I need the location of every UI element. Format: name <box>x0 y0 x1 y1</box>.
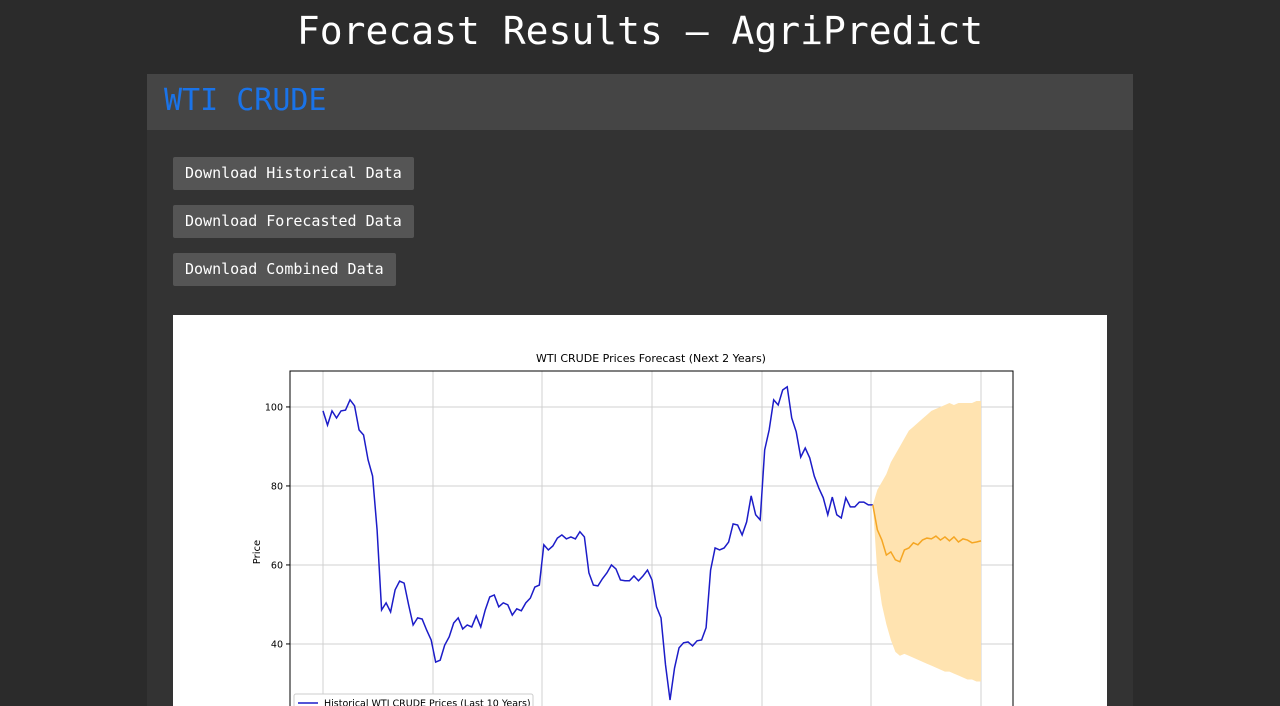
result-card: WTI CRUDE Download Historical Data Downl… <box>147 74 1133 706</box>
series-line <box>872 504 982 563</box>
y-tick-label: 40 <box>271 639 283 650</box>
download-button[interactable]: Download Historical Data <box>173 157 414 190</box>
page-title: Forecast Results – AgriPredict <box>296 9 984 53</box>
plot-frame <box>289 370 1014 706</box>
confidence-band <box>872 401 981 682</box>
y-axis-label: Price <box>252 540 263 564</box>
chart-image: WTI CRUDE Prices Forecast (Next 2 Years)… <box>173 315 1107 706</box>
chart: WTI CRUDE Prices Forecast (Next 2 Years)… <box>252 352 1014 706</box>
series-line <box>322 385 873 701</box>
download-button[interactable]: Download Forecasted Data <box>173 205 414 238</box>
section-title: WTI CRUDE <box>164 83 327 118</box>
legend-label: Historical WTI CRUDE Prices (Last 10 Yea… <box>324 699 531 706</box>
legend-box <box>293 693 534 706</box>
chart-title: WTI CRUDE Prices Forecast (Next 2 Years) <box>536 352 766 365</box>
y-tick-label: 100 <box>265 402 283 413</box>
card-header: WTI CRUDE <box>147 74 1133 130</box>
y-tick-label: 80 <box>271 481 283 492</box>
download-button[interactable]: Download Combined Data <box>173 253 396 286</box>
y-tick-label: 60 <box>271 560 283 571</box>
